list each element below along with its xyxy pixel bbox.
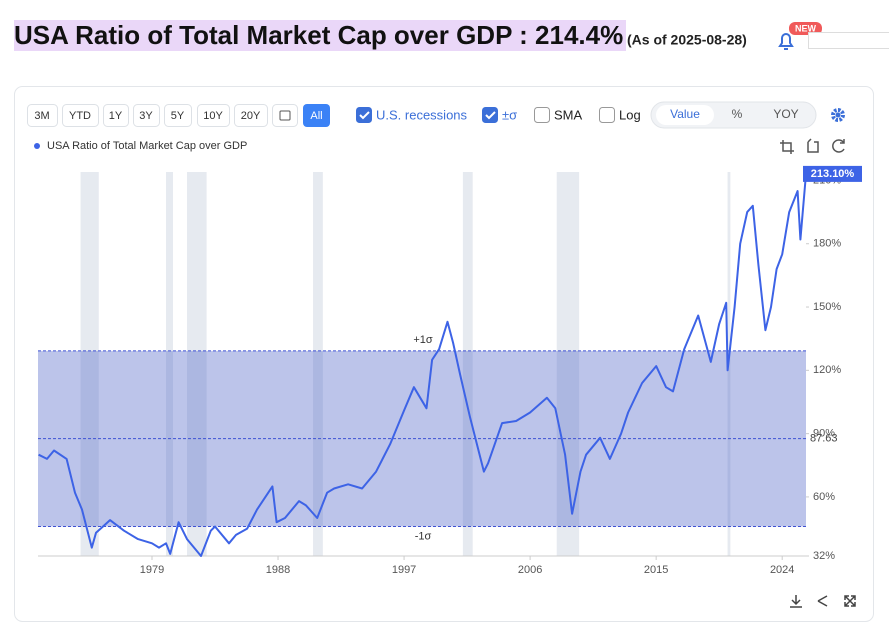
checkbox-label[interactable]: Log bbox=[619, 107, 641, 122]
y-tick-label: 180% bbox=[813, 238, 841, 250]
search-input[interactable] bbox=[809, 33, 889, 49]
checkbox-label[interactable]: ±σ bbox=[502, 107, 517, 122]
x-tick-label: 1979 bbox=[140, 564, 164, 576]
checkbox-label[interactable]: U.S. recessions bbox=[376, 107, 468, 122]
minus-sigma-label: -1σ bbox=[415, 530, 432, 542]
y-tick-label: 90% bbox=[813, 428, 835, 440]
settings-icon-core[interactable] bbox=[836, 113, 841, 118]
x-tick-label: 2024 bbox=[770, 564, 794, 576]
range-button-label[interactable]: 3Y bbox=[139, 110, 153, 122]
range-button-label[interactable]: 1Y bbox=[109, 110, 123, 122]
y-tick-label: 32% bbox=[813, 550, 835, 562]
plus-sigma-label: +1σ bbox=[413, 334, 433, 346]
new-badge-text: NEW bbox=[795, 23, 817, 33]
range-button-label[interactable]: 3M bbox=[34, 110, 49, 122]
range-button-label[interactable]: 10Y bbox=[203, 110, 223, 122]
x-tick-label: 1988 bbox=[266, 564, 290, 576]
checkbox-label[interactable]: SMA bbox=[554, 107, 583, 122]
checkbox[interactable] bbox=[483, 108, 498, 123]
y-tick-label: 60% bbox=[813, 491, 835, 503]
range-button-label[interactable]: YTD bbox=[69, 110, 91, 122]
view-option[interactable]: YOY bbox=[773, 107, 798, 121]
x-tick-label: 2015 bbox=[644, 564, 668, 576]
range-button-label[interactable]: 5Y bbox=[171, 110, 185, 122]
as-of-date: (As of 2025-08-28) bbox=[627, 32, 747, 48]
legend-label: USA Ratio of Total Market Cap over GDP bbox=[47, 140, 247, 152]
bell-body[interactable] bbox=[780, 34, 792, 46]
last-value-label: 213.10% bbox=[811, 168, 855, 180]
legend-dot bbox=[34, 143, 40, 149]
all-button-label[interactable]: All bbox=[310, 110, 322, 122]
y-tick-label: 120% bbox=[813, 364, 841, 376]
calendar-button[interactable] bbox=[273, 105, 298, 127]
page-title: USA Ratio of Total Market Cap over GDP :… bbox=[14, 20, 623, 50]
bell-icon[interactable] bbox=[780, 34, 792, 49]
x-tick-label: 1997 bbox=[392, 564, 416, 576]
x-tick-label: 2006 bbox=[518, 564, 542, 576]
checkbox[interactable] bbox=[357, 108, 372, 123]
y-tick-label: 150% bbox=[813, 301, 841, 313]
view-option[interactable]: Value bbox=[670, 107, 700, 121]
checkbox[interactable] bbox=[535, 108, 550, 123]
view-option[interactable]: % bbox=[732, 107, 743, 121]
checkbox[interactable] bbox=[600, 108, 615, 123]
range-button-label[interactable]: 20Y bbox=[241, 110, 261, 122]
